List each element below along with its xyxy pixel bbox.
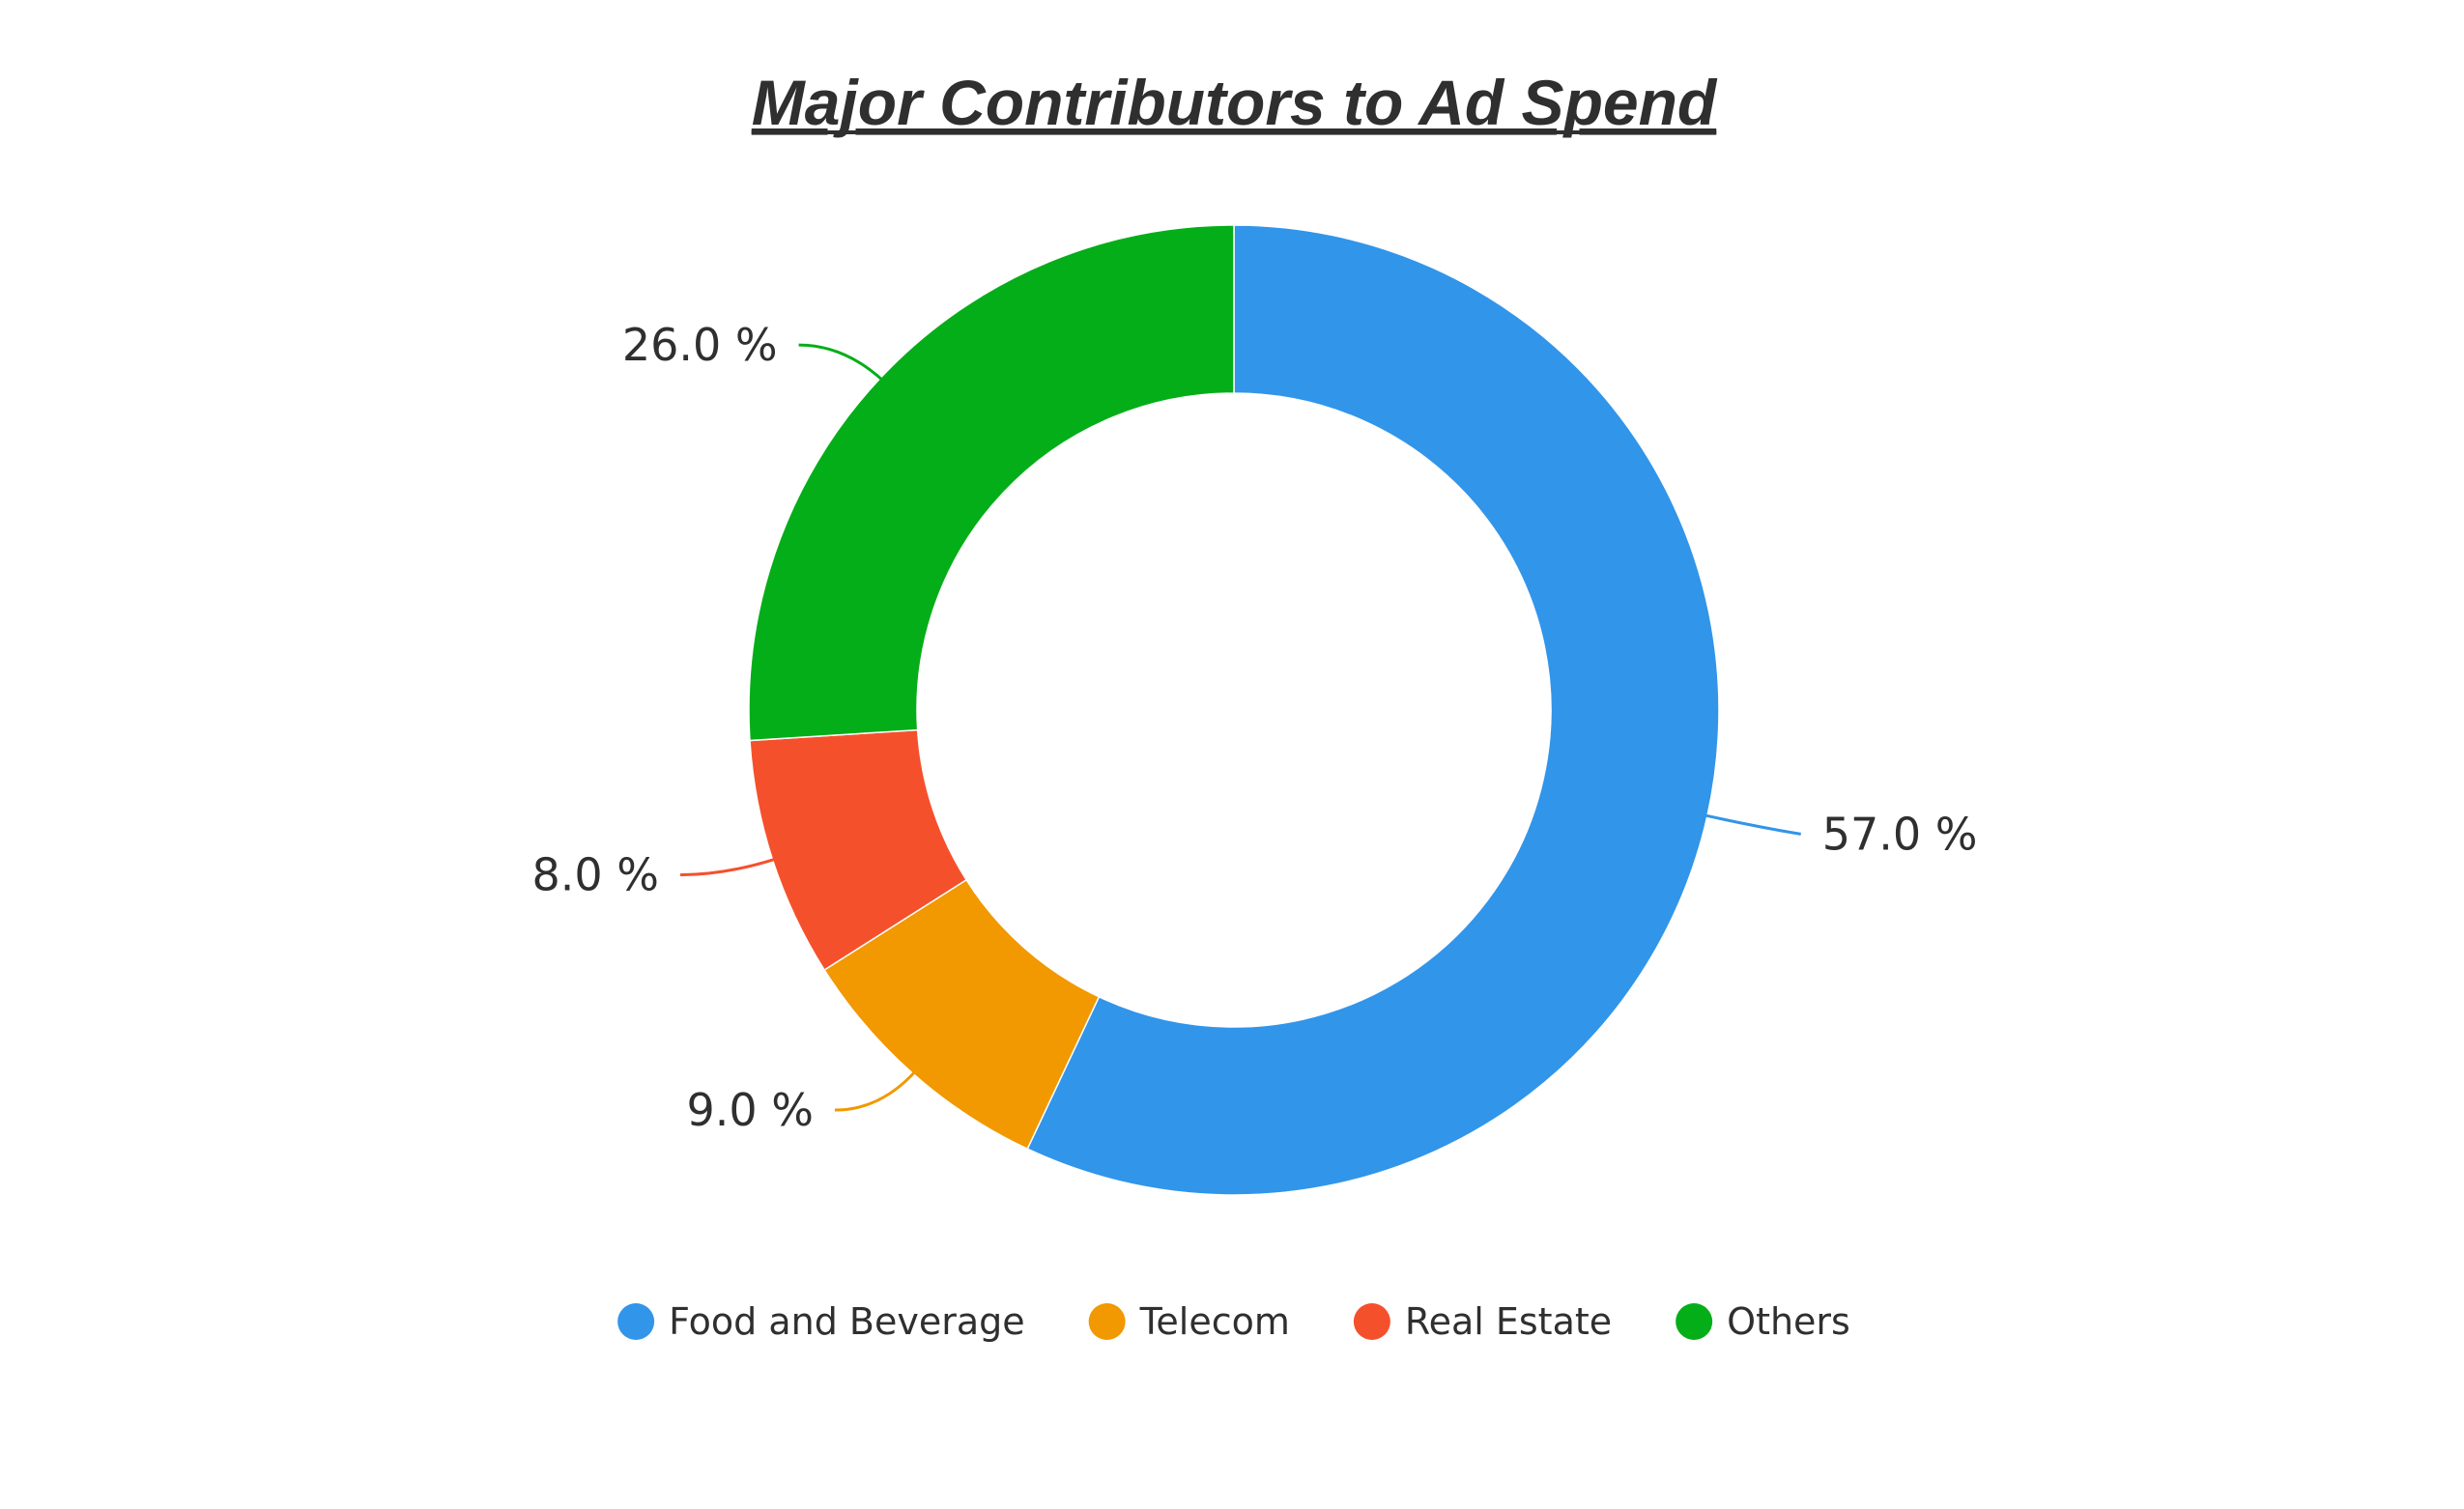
leader-line-food-and-beverage	[1701, 812, 1801, 836]
legend-label-telecom: Telecom	[1139, 1300, 1290, 1343]
chart-title-group: Major Contributors to Ad Spend	[751, 67, 1718, 138]
legend-item-others[interactable]: Others	[1676, 1300, 1850, 1343]
data-label-food-and-beverage: 57.0 %	[1822, 808, 1978, 860]
leader-lines-layer	[680, 343, 1801, 1112]
data-label-real-estate: 8.0 %	[532, 849, 660, 901]
legend: Food and Beverage Telecom Real Estate Other…	[617, 1300, 1850, 1343]
legend-marker-others	[1676, 1303, 1713, 1340]
chart-title: Major Contributors to Ad Spend	[752, 67, 1718, 138]
slices-layer	[748, 224, 1720, 1196]
leader-line-real-estate	[680, 856, 779, 877]
legend-marker-food-and-beverage	[617, 1303, 655, 1340]
leader-line-others	[798, 343, 886, 384]
slice-food-and-beverage[interactable]	[1026, 224, 1720, 1196]
data-label-others: 26.0 %	[622, 319, 778, 371]
legend-item-food-and-beverage[interactable]: Food and Beverage	[617, 1300, 1025, 1343]
data-labels-layer: 57.0 % 9.0 % 8.0 % 26.0 %	[532, 319, 1978, 1136]
legend-marker-real-estate	[1353, 1303, 1390, 1340]
leader-line-telecom	[834, 1068, 919, 1112]
legend-item-real-estate[interactable]: Real Estate	[1353, 1300, 1612, 1343]
legend-label-food-and-beverage: Food and Beverage	[669, 1300, 1025, 1343]
legend-label-real-estate: Real Estate	[1405, 1300, 1612, 1343]
legend-marker-telecom	[1088, 1303, 1126, 1340]
legend-item-telecom[interactable]: Telecom	[1088, 1300, 1290, 1343]
legend-label-others: Others	[1727, 1300, 1850, 1343]
data-label-telecom: 9.0 %	[686, 1084, 814, 1136]
slice-others[interactable]	[748, 224, 1235, 742]
